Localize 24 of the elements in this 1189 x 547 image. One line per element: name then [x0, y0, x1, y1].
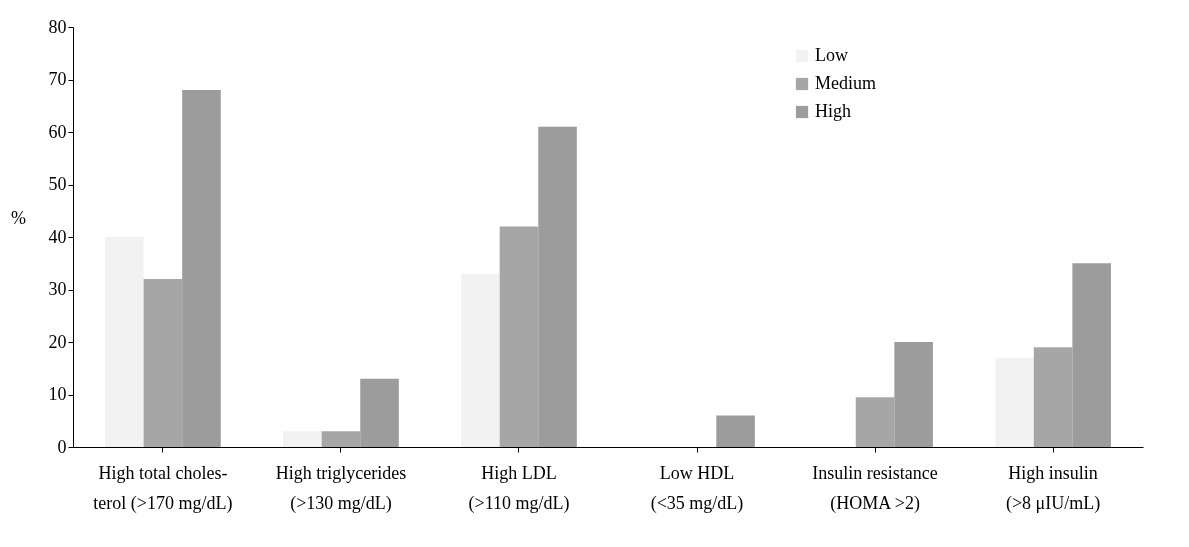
y-tick-label: 70 — [48, 69, 67, 89]
x-tick-label: High insulin (>8 μIU/mL) — [1005, 462, 1101, 514]
y-tick-label: 0 — [57, 436, 67, 457]
y-tick-label: 80 — [48, 16, 67, 37]
bar — [716, 415, 755, 447]
x-tick-label: High triglycerides (>130 mg/dL) — [275, 462, 407, 514]
bar — [461, 273, 500, 447]
x-tick-label: Insulin resistance (HOMA >2) — [812, 462, 938, 514]
y-axis-title: % — [11, 207, 26, 228]
x-tick-label: High LDL (>110 mg/dL) — [468, 462, 570, 514]
legend-label: Medium — [815, 73, 876, 93]
legend-label: High — [815, 101, 851, 121]
bar — [995, 357, 1034, 447]
x-tick-label: High total choles- terol (>170 mg/dL) — [93, 462, 233, 514]
y-tick-label: 20 — [48, 331, 67, 352]
legend-label: Low — [815, 45, 848, 65]
bar — [105, 237, 144, 447]
x-tick-label: Low HDL (<35 mg/dL) — [650, 462, 744, 514]
y-tick-label: 60 — [48, 121, 67, 142]
y-tick-label: 40 — [48, 226, 67, 247]
y-tick-label: 50 — [48, 174, 67, 194]
y-tick-label: 10 — [48, 384, 67, 404]
y-tick-label: 30 — [48, 279, 67, 299]
bar — [283, 431, 322, 447]
